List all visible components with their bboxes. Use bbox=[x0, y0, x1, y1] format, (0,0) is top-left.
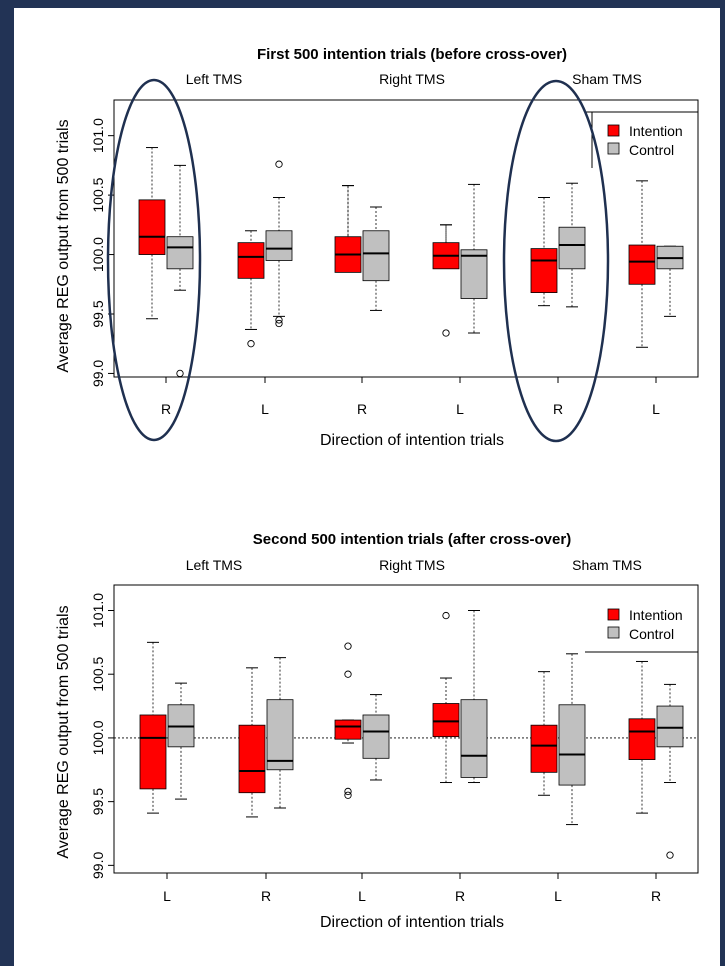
control-outlier bbox=[176, 369, 184, 378]
group-label-right-tms: Right TMS bbox=[379, 557, 445, 573]
control-box bbox=[166, 236, 194, 270]
intention-box bbox=[237, 242, 265, 279]
y-tick-label: 100.5 bbox=[90, 656, 106, 691]
y-tick-label: 100.0 bbox=[90, 720, 106, 755]
intention-box bbox=[530, 724, 558, 773]
x-tick-label: L bbox=[163, 888, 171, 904]
chart-before-crossover: First 500 intention trials (before cross… bbox=[55, 46, 699, 449]
x-axis-label: Direction of intention trials bbox=[320, 432, 504, 449]
intention-outlier bbox=[247, 340, 255, 348]
y-tick-label: 99.0 bbox=[90, 360, 106, 387]
intention-outlier bbox=[344, 791, 352, 799]
x-tick-label: R bbox=[553, 401, 563, 417]
x-tick-label: R bbox=[455, 888, 465, 904]
intention-box bbox=[628, 244, 656, 285]
intention-outlier bbox=[344, 670, 352, 678]
intention-box bbox=[138, 199, 166, 255]
legend: Intention Control bbox=[607, 123, 683, 158]
control-box bbox=[558, 226, 586, 270]
y-axis-label: Average REG output from 500 trials bbox=[55, 119, 72, 372]
intention-box bbox=[628, 718, 656, 760]
x-tick-label: L bbox=[456, 401, 464, 417]
x-tick-label: L bbox=[554, 888, 562, 904]
control-box bbox=[265, 230, 293, 261]
intention-outlier bbox=[344, 642, 352, 650]
control-outlier bbox=[275, 316, 283, 324]
chart-title: First 500 intention trials (before cross… bbox=[257, 46, 567, 63]
y-tick-label: 101.0 bbox=[90, 593, 106, 628]
legend-label-control: Control bbox=[629, 142, 674, 158]
control-outlier bbox=[666, 851, 674, 859]
x-tick-label: R bbox=[651, 888, 661, 904]
intention-outlier bbox=[344, 787, 352, 796]
legend-swatch-control bbox=[607, 626, 620, 639]
chart-after-crossover: Second 500 intention trials (after cross… bbox=[55, 531, 699, 931]
intention-box bbox=[530, 248, 558, 293]
y-axis-label: Average REG output from 500 trials bbox=[55, 605, 72, 858]
y-tick-label: 99.5 bbox=[90, 788, 106, 815]
control-box bbox=[362, 714, 390, 759]
y-tick-label: 101.0 bbox=[90, 118, 106, 153]
group-label-left-tms: Left TMS bbox=[186, 557, 243, 573]
control-box bbox=[266, 699, 294, 771]
intention-box bbox=[139, 714, 167, 790]
y-tick-label: 99.0 bbox=[90, 852, 106, 879]
intention-box bbox=[238, 724, 266, 794]
legend-swatch-intention bbox=[607, 608, 620, 621]
y-tick-label: 100.5 bbox=[90, 177, 106, 212]
x-tick-label: R bbox=[261, 888, 271, 904]
control-box bbox=[460, 699, 488, 778]
x-tick-label: L bbox=[652, 401, 660, 417]
highlight-ellipse bbox=[106, 78, 202, 442]
plot-frame bbox=[113, 584, 699, 874]
intention-outlier bbox=[442, 329, 450, 337]
legend: Intention Control bbox=[607, 607, 683, 642]
highlight-ellipse bbox=[502, 79, 610, 443]
legend-swatch-control bbox=[607, 142, 620, 155]
x-tick-label: L bbox=[261, 401, 269, 417]
control-box bbox=[558, 704, 586, 786]
x-tick-label: R bbox=[357, 401, 367, 417]
x-axis-label: Direction of intention trials bbox=[320, 914, 504, 931]
control-box bbox=[656, 705, 684, 748]
legend-swatch-intention bbox=[607, 124, 620, 137]
group-label-left-tms: Left TMS bbox=[186, 71, 243, 87]
legend-label-intention: Intention bbox=[629, 607, 683, 623]
group-label-sham-tms: Sham TMS bbox=[572, 71, 642, 87]
x-tick-label: L bbox=[358, 888, 366, 904]
intention-box bbox=[432, 703, 460, 738]
group-label-sham-tms: Sham TMS bbox=[572, 557, 642, 573]
control-box bbox=[362, 230, 390, 282]
chart-title: Second 500 intention trials (after cross… bbox=[253, 531, 571, 548]
intention-box bbox=[334, 719, 362, 740]
plot-frame bbox=[113, 99, 699, 378]
x-tick-label: R bbox=[161, 401, 171, 417]
legend-label-control: Control bbox=[629, 626, 674, 642]
y-tick-label: 99.5 bbox=[90, 300, 106, 327]
legend-label-intention: Intention bbox=[629, 123, 683, 139]
intention-outlier bbox=[442, 611, 450, 620]
figure-panel bbox=[14, 8, 720, 966]
y-tick-label: 100.0 bbox=[90, 237, 106, 272]
control-outlier bbox=[275, 160, 283, 168]
control-outlier bbox=[275, 319, 283, 328]
group-label-right-tms: Right TMS bbox=[379, 71, 445, 87]
control-box bbox=[460, 249, 488, 299]
